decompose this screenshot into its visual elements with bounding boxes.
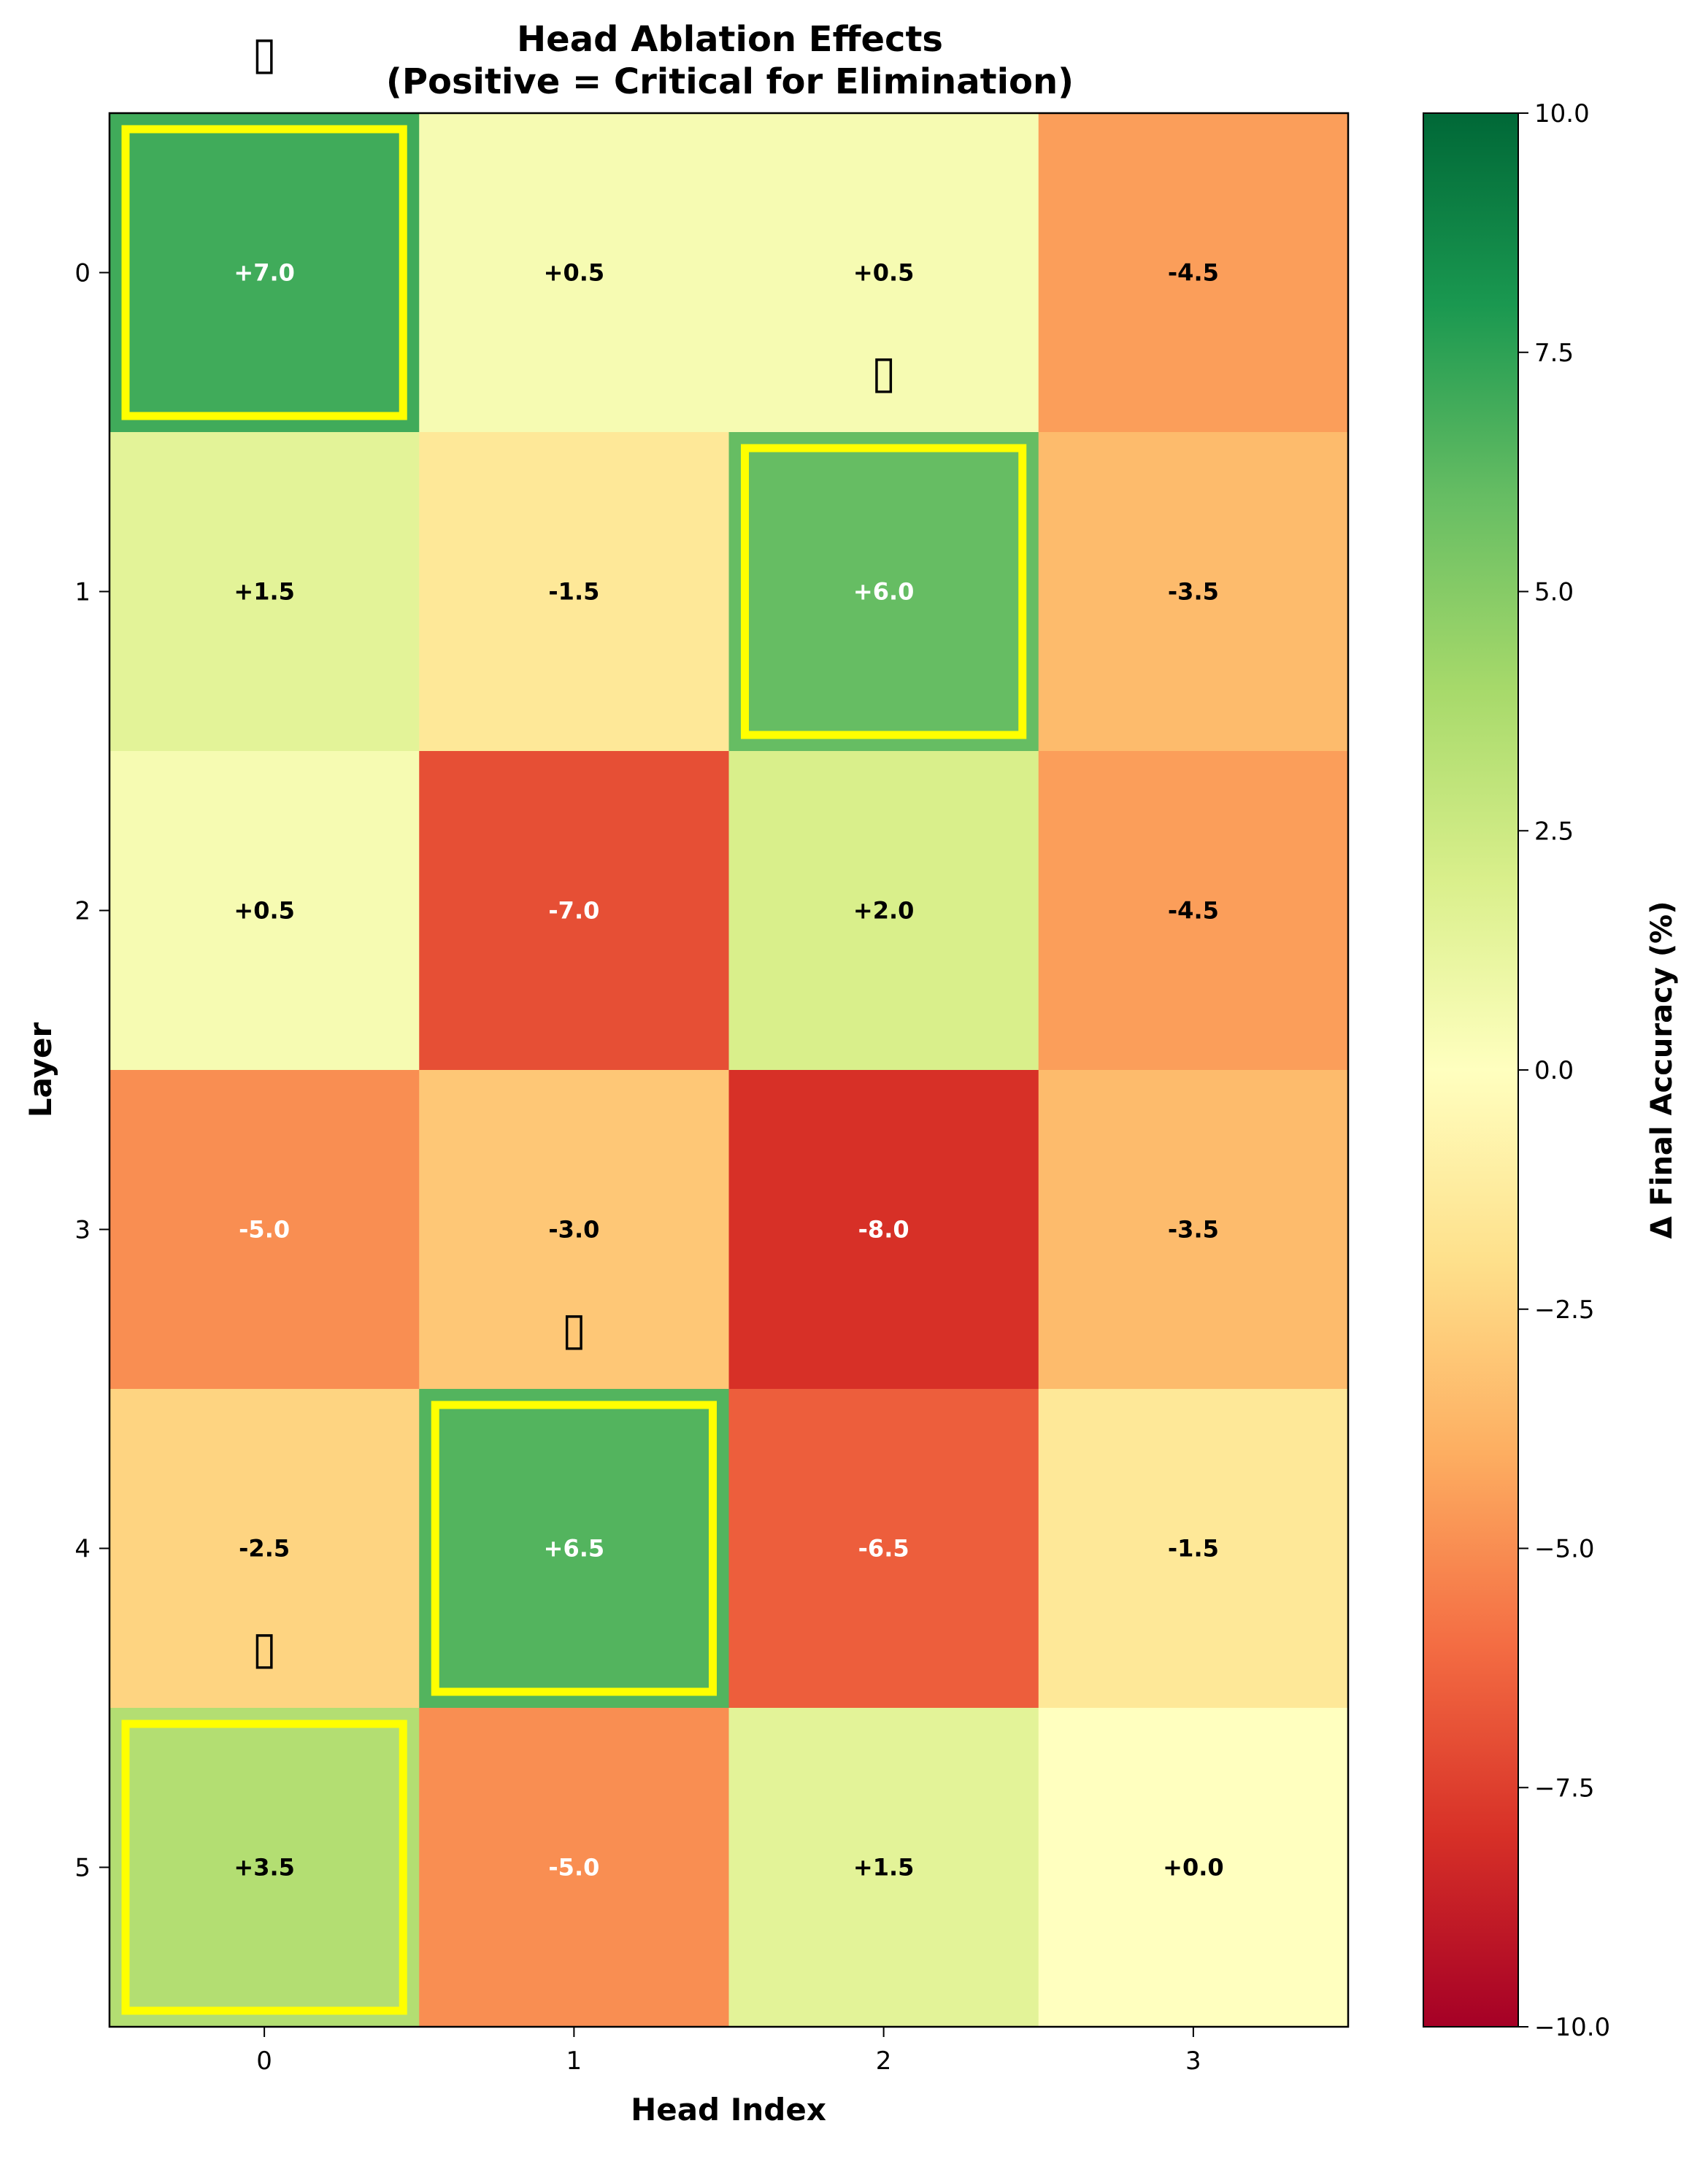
heatmap-cell — [419, 1708, 729, 2028]
x-tick-label: 2 — [876, 2046, 892, 2076]
heatmap-cell — [1038, 1708, 1349, 2028]
y-axis-ticks: 0 1 2 3 4 5 — [74, 259, 109, 1883]
heatmap-cell — [419, 1389, 729, 1709]
x-tick-label: 1 — [566, 2046, 582, 2076]
cell-value-label: -2.5 — [239, 1535, 290, 1563]
heatmap-cell — [1038, 1070, 1349, 1390]
cell-value-label: +3.5 — [234, 1854, 295, 1882]
cell-value-label: -3.5 — [1168, 578, 1219, 606]
highlight-box — [431, 1401, 717, 1696]
y-tick-label: 1 — [74, 578, 91, 607]
heatmap-cell — [109, 113, 420, 433]
heatmap-cell — [728, 432, 1039, 752]
cell-value-label: +2.0 — [853, 897, 915, 925]
heatmap-cell — [728, 751, 1039, 1071]
colorbar-label: Δ Final Accuracy (%) — [1645, 901, 1679, 1239]
cell-value-label: -8.0 — [858, 1216, 909, 1244]
heatmap-cell — [419, 113, 729, 433]
colorbar-tick-label: 5.0 — [1534, 578, 1574, 607]
y-tick-label: 3 — [74, 1216, 91, 1245]
marker-glyph: ▯ — [561, 1302, 586, 1355]
marker-glyph: ▯ — [252, 26, 277, 80]
heatmap-cell — [728, 113, 1039, 433]
heatmap-cell — [1038, 751, 1349, 1071]
colorbar-tick-label: −10.0 — [1534, 2013, 1610, 2042]
heatmap-cell — [109, 1070, 420, 1390]
colorbar-tick-label: 2.5 — [1534, 817, 1574, 846]
cell-value-label: +7.0 — [234, 259, 295, 287]
cell-value-label: -3.5 — [1168, 1216, 1219, 1244]
cell-value-label: +0.0 — [1163, 1854, 1224, 1882]
cell-value-label: +0.5 — [853, 259, 915, 287]
cell-value-labels: +7.0 +0.5 +0.5 -4.5 +1.5 -1.5 +6.0 -3.5 +0.5 -7.0… — [234, 259, 1223, 1882]
highlight-box — [121, 125, 407, 420]
heatmap-cells — [109, 113, 1349, 2028]
x-tick-label: 3 — [1185, 2046, 1201, 2076]
heatmap-cell — [109, 432, 420, 752]
colorbar-tick-label: −5.0 — [1534, 1535, 1595, 1564]
chart-subtitle: (Positive = Critical for Elimination) — [386, 61, 1074, 102]
highlight-box — [741, 444, 1027, 739]
colorbar-tick-label: 10.0 — [1534, 99, 1590, 128]
cell-value-label: -4.5 — [1168, 259, 1219, 287]
colorbar — [1423, 112, 1519, 2028]
cell-value-label: -1.5 — [1168, 1535, 1219, 1563]
cell-value-label: +6.5 — [544, 1535, 605, 1563]
cell-value-label: +6.0 — [853, 578, 915, 606]
cell-value-label: +0.5 — [544, 259, 605, 287]
heatmap-cell — [728, 1070, 1039, 1390]
y-tick-label: 4 — [74, 1535, 91, 1564]
colorbar-tick-label: −7.5 — [1534, 1774, 1595, 1803]
heatmap-cell — [109, 1389, 420, 1709]
cell-value-label: -5.0 — [548, 1854, 599, 1882]
colorbar-tick-label: 7.5 — [1534, 339, 1574, 368]
cell-value-label: -7.0 — [548, 897, 599, 925]
marker-glyph: ▯ — [252, 1621, 277, 1674]
heatmap-cell — [419, 432, 729, 752]
heatmap-cell — [419, 751, 729, 1071]
plot-frame — [108, 112, 1350, 2028]
heatmap-cell — [728, 1708, 1039, 2028]
y-tick-label: 2 — [74, 897, 91, 926]
heatmap-cell — [728, 1389, 1039, 1709]
cell-value-label: +1.5 — [234, 578, 295, 606]
heatmap-cell — [1038, 113, 1349, 433]
cell-value-label: +1.5 — [853, 1854, 915, 1882]
colorbar-tick-label: −2.5 — [1534, 1295, 1595, 1325]
highlight-box — [121, 1720, 407, 2015]
x-axis-label: Head Index — [631, 2092, 826, 2128]
heatmap-cell — [109, 1708, 420, 2028]
cell-markers: ▯ ▯ ▯ ▯ — [252, 26, 896, 1674]
heatmap-cell — [109, 751, 420, 1071]
x-tick-label: 0 — [256, 2046, 272, 2076]
heatmap-cell — [419, 1070, 729, 1390]
chart-title: Head Ablation Effects — [517, 19, 943, 60]
y-axis-label: Layer — [23, 1023, 58, 1118]
cell-value-label: -5.0 — [239, 1216, 290, 1244]
heatmap-cell — [1038, 432, 1349, 752]
cell-value-label: +0.5 — [234, 897, 295, 925]
colorbar-tick-label: 0.0 — [1534, 1056, 1574, 1085]
colorbar-ticks: 10.0 7.5 5.0 2.5 0.0 −2.5 −5.0 −7.5 −10.0 — [1518, 99, 1610, 2042]
x-axis-ticks: 0 1 2 3 — [256, 2027, 1201, 2076]
cell-value-label: -1.5 — [548, 578, 599, 606]
cell-value-label: -4.5 — [1168, 897, 1219, 925]
y-tick-label: 0 — [74, 259, 91, 288]
heatmap-cell — [1038, 1389, 1349, 1709]
cell-value-label: -6.5 — [858, 1535, 909, 1563]
y-tick-label: 5 — [74, 1854, 91, 1883]
highlight-boxes — [121, 125, 1027, 2015]
cell-value-label: -3.0 — [548, 1216, 599, 1244]
marker-glyph: ▯ — [872, 345, 896, 398]
